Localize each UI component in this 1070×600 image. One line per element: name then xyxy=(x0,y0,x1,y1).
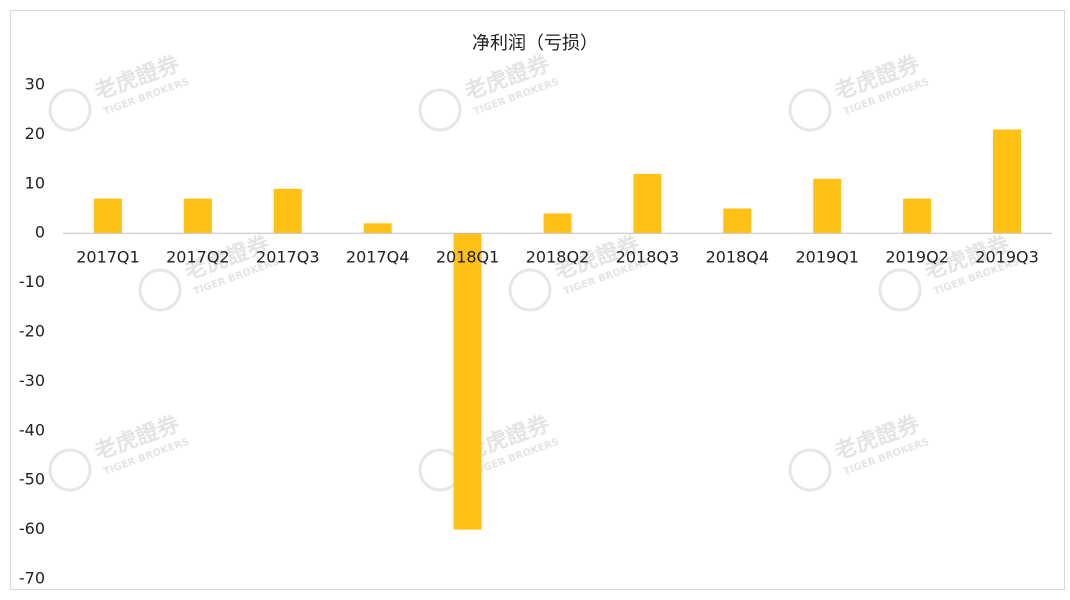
x-tick-label: 2019Q2 xyxy=(885,248,949,267)
x-tick-label: 2017Q2 xyxy=(166,248,230,267)
y-tick-label: -40 xyxy=(19,420,45,439)
bar xyxy=(543,213,572,234)
bar xyxy=(903,198,932,234)
y-tick-label: 30 xyxy=(25,75,45,94)
x-tick-label: 2019Q3 xyxy=(975,248,1039,267)
y-tick-label: -60 xyxy=(19,519,45,538)
bar xyxy=(93,198,122,234)
watermark-logo xyxy=(878,268,922,312)
bar xyxy=(363,223,392,234)
x-tick-label: 2017Q3 xyxy=(256,248,320,267)
bar xyxy=(633,173,662,234)
x-tick-label: 2017Q1 xyxy=(76,248,140,267)
x-tick-label: 2018Q3 xyxy=(616,248,680,267)
bar xyxy=(813,178,842,234)
y-tick-label: -20 xyxy=(19,322,45,341)
watermark-logo xyxy=(48,448,92,492)
chart-frame xyxy=(10,10,1065,590)
x-tick-label: 2017Q4 xyxy=(346,248,410,267)
bar xyxy=(273,188,302,234)
y-tick-label: 10 xyxy=(25,173,45,192)
watermark-logo xyxy=(508,268,552,312)
chart-title: 净利润（亏损） xyxy=(472,33,598,54)
watermark-logo xyxy=(138,268,182,312)
watermark-logo xyxy=(48,88,92,132)
x-tick-label: 2018Q2 xyxy=(526,248,590,267)
x-tick-label: 2018Q4 xyxy=(706,248,770,267)
x-tick-label: 2018Q1 xyxy=(436,248,500,267)
bar xyxy=(183,198,212,234)
y-tick-label: 20 xyxy=(25,124,45,143)
bar xyxy=(723,208,752,234)
y-tick-label: -30 xyxy=(19,371,45,390)
watermark-logo xyxy=(788,88,832,132)
bar xyxy=(453,233,482,530)
y-tick-label: -50 xyxy=(19,470,45,489)
y-tick-label: 0 xyxy=(35,223,45,242)
watermark-logo xyxy=(788,448,832,492)
bar xyxy=(993,129,1022,234)
y-tick-label: -10 xyxy=(19,272,45,291)
y-tick-label: -70 xyxy=(19,569,45,588)
x-tick-label: 2019Q1 xyxy=(795,248,859,267)
watermark-logo xyxy=(418,88,462,132)
